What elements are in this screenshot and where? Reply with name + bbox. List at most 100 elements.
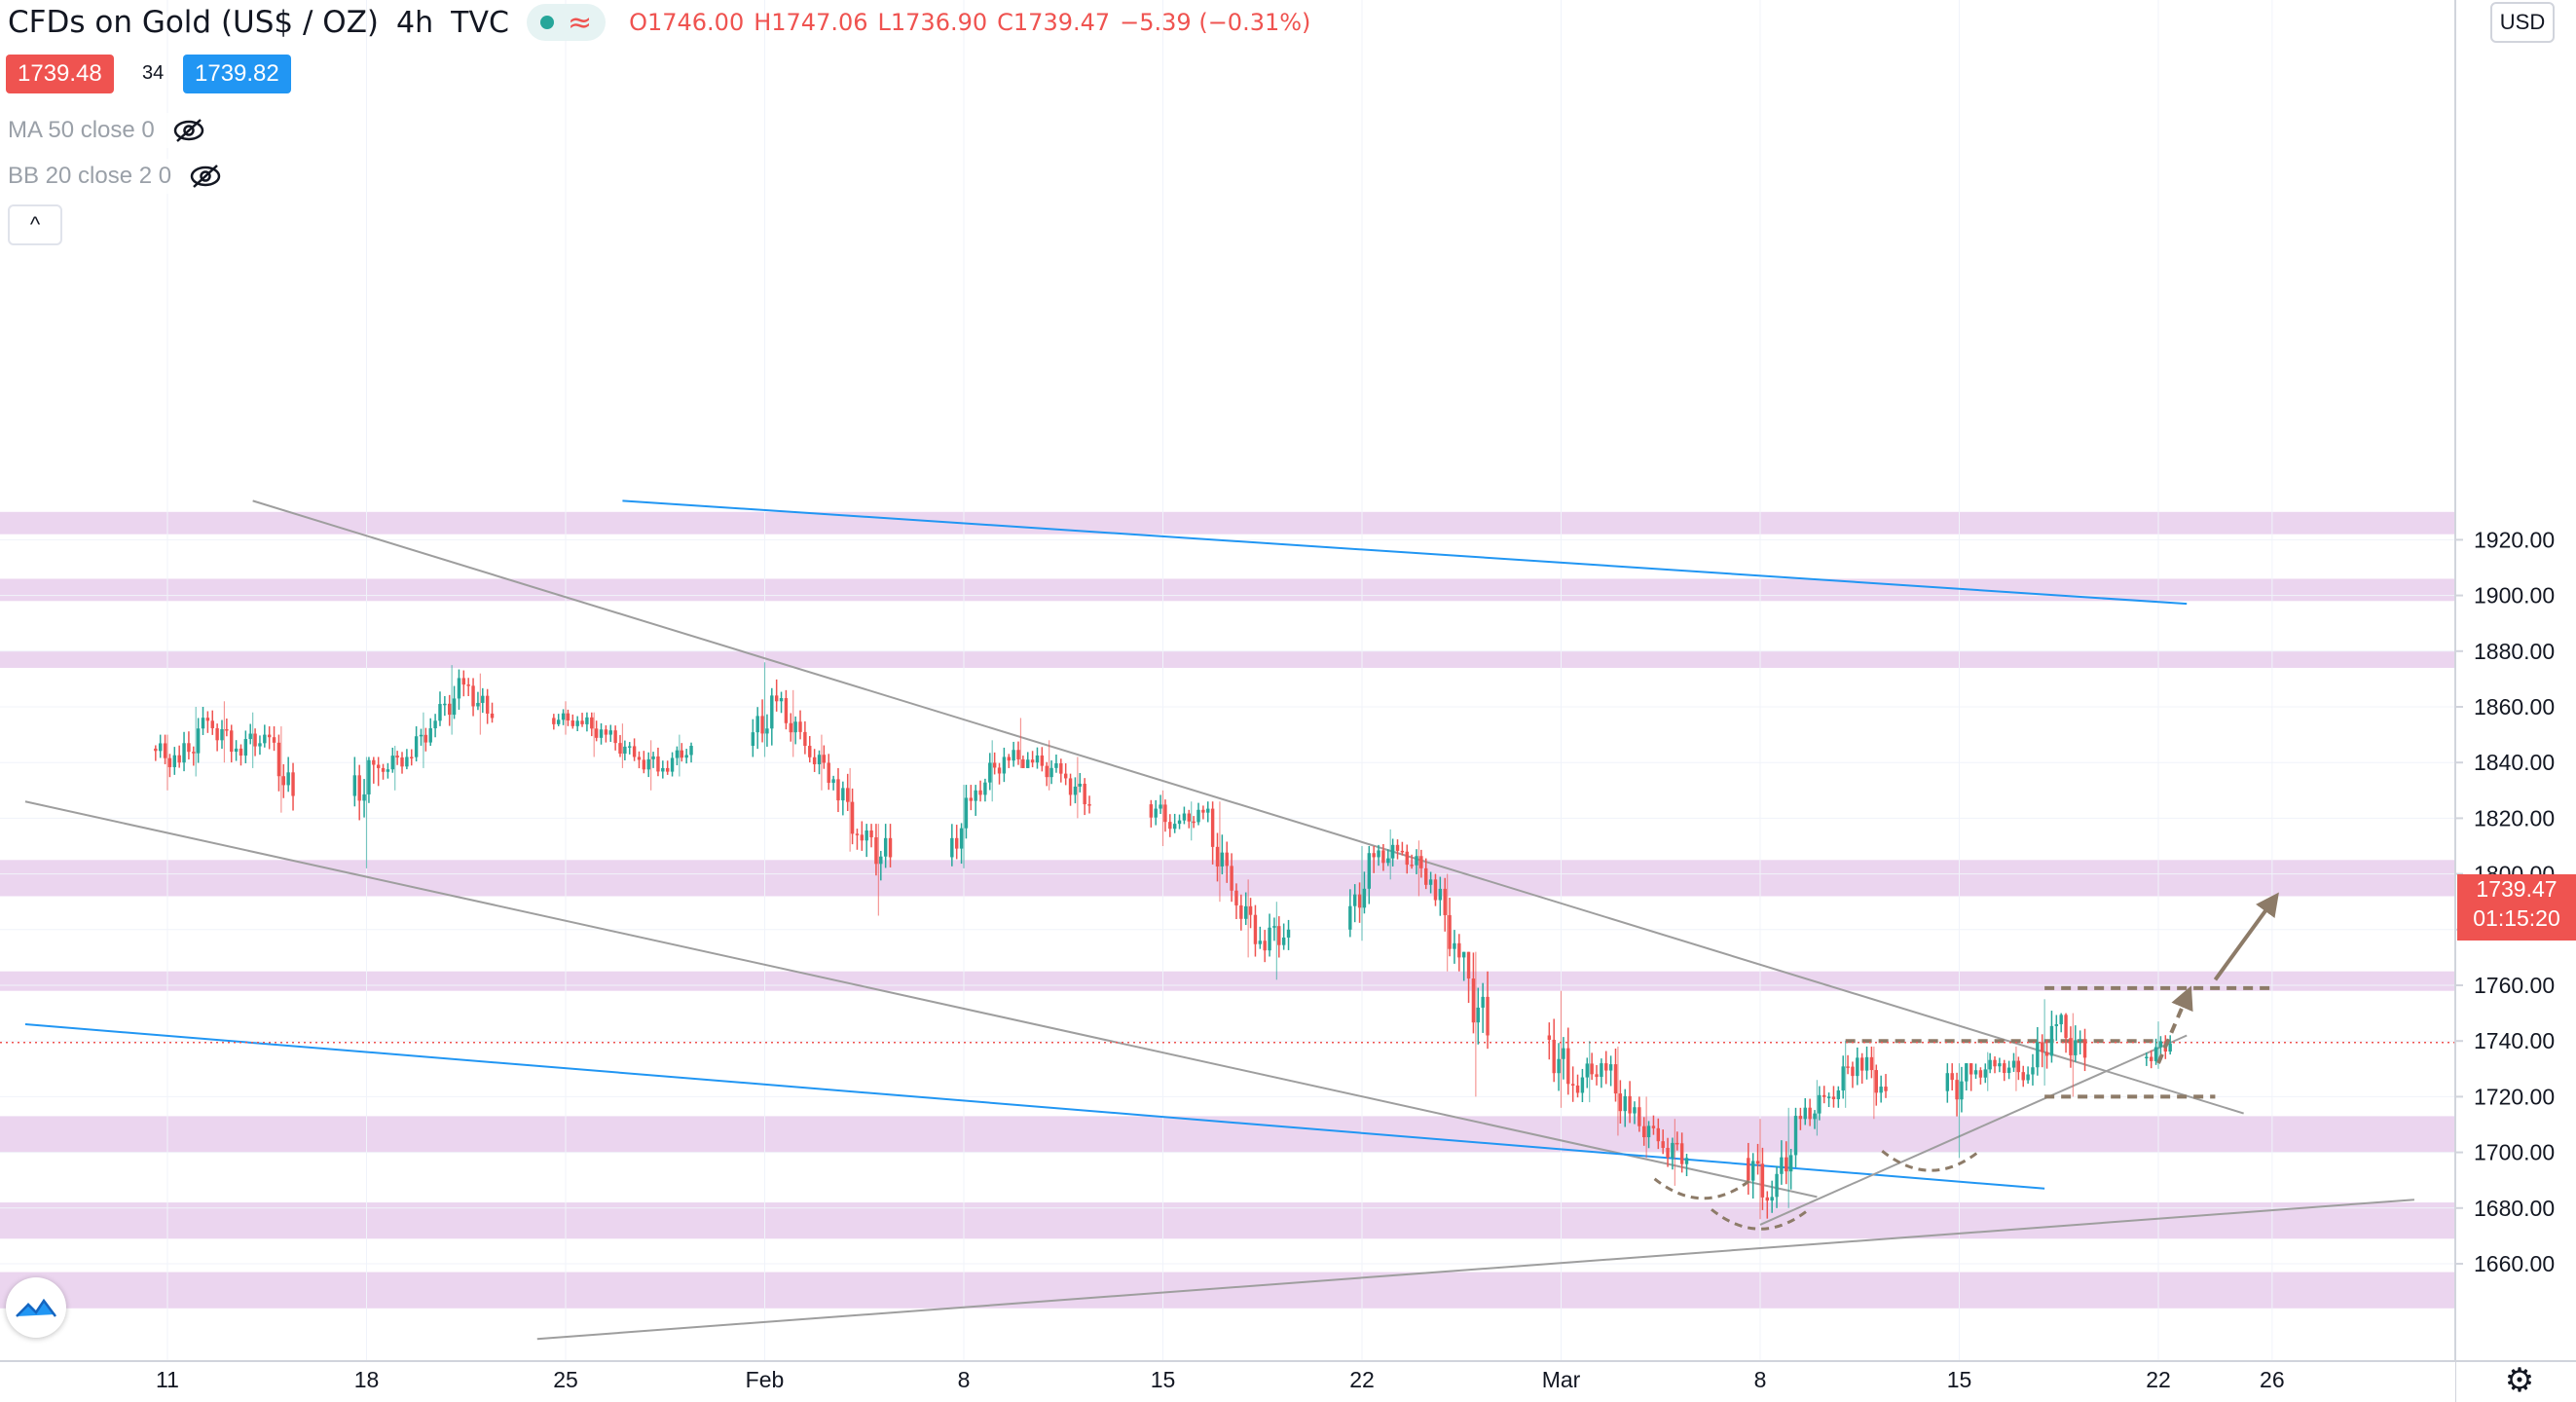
buy-price-button[interactable]: 1739.82 bbox=[183, 55, 291, 93]
last-price-label: 1739.47 01:15:20 bbox=[2457, 874, 2576, 941]
candle-body bbox=[590, 717, 594, 729]
candle-body bbox=[1078, 783, 1082, 787]
candle-body bbox=[1874, 1070, 1878, 1093]
candle-body bbox=[1187, 813, 1191, 822]
candle-body bbox=[1613, 1064, 1618, 1094]
candle-body bbox=[2026, 1074, 2030, 1081]
candle-body bbox=[1656, 1127, 1661, 1142]
candle-body bbox=[2036, 1042, 2040, 1068]
candle-body bbox=[1770, 1197, 1774, 1201]
candle-body bbox=[225, 729, 229, 731]
grid-layer bbox=[0, 0, 2455, 1361]
eye-off-icon[interactable] bbox=[172, 117, 205, 144]
candle-body bbox=[1557, 1058, 1561, 1074]
zone-layer bbox=[0, 511, 2455, 1309]
price-tick-label: 1760.00 bbox=[2474, 973, 2555, 998]
candle-body bbox=[665, 767, 670, 772]
chevron-up-icon: ^ bbox=[29, 212, 41, 237]
resistance-zone bbox=[0, 1272, 2455, 1309]
candle-body bbox=[1286, 929, 1291, 938]
indicator-ma[interactable]: MA 50 close 0 bbox=[0, 113, 219, 148]
candle-body bbox=[2074, 1040, 2078, 1055]
candle-body bbox=[1281, 937, 1286, 945]
price-tick-label: 1880.00 bbox=[2474, 639, 2555, 664]
indicator-bb[interactable]: BB 20 close 2 0 bbox=[0, 159, 237, 194]
candle-body bbox=[248, 733, 252, 740]
collapse-legend-button[interactable]: ^ bbox=[8, 204, 62, 245]
candle-body bbox=[1869, 1056, 1874, 1071]
candle-body bbox=[1220, 852, 1225, 867]
candle-body bbox=[220, 729, 224, 741]
candle-body bbox=[798, 721, 802, 732]
candle-body bbox=[2031, 1067, 2035, 1075]
candle-body bbox=[1595, 1074, 1599, 1078]
candle-body bbox=[1476, 1007, 1480, 1023]
candle-body bbox=[457, 678, 461, 699]
candle-body bbox=[1457, 942, 1461, 958]
trend-line bbox=[1759, 1034, 2188, 1226]
interval-label[interactable]: 4h bbox=[396, 5, 434, 40]
candle-body bbox=[1562, 1048, 1565, 1059]
resistance-zone bbox=[0, 650, 2455, 668]
candle-body bbox=[1983, 1069, 1987, 1078]
candle-body bbox=[400, 757, 404, 767]
candle-body bbox=[618, 743, 622, 755]
candle-body bbox=[978, 790, 982, 795]
candle-body bbox=[1177, 820, 1182, 825]
candle-body bbox=[1428, 879, 1433, 885]
candle-body bbox=[1466, 951, 1471, 979]
candle-body bbox=[192, 752, 196, 754]
candle-body bbox=[1666, 1147, 1670, 1158]
candle-body bbox=[670, 757, 675, 772]
candle-body bbox=[239, 748, 243, 756]
status-pill[interactable]: ≈ bbox=[526, 4, 607, 41]
candle-body bbox=[205, 718, 210, 721]
candle-body bbox=[2044, 1052, 2049, 1056]
candle-body bbox=[997, 767, 1002, 774]
candle-body bbox=[1750, 1161, 1755, 1181]
time-tick-label: 11 bbox=[156, 1367, 179, 1392]
sell-price-button[interactable]: 1739.48 bbox=[6, 55, 114, 93]
candle-body bbox=[1822, 1094, 1826, 1097]
source-label: TVC bbox=[451, 5, 509, 40]
candle-body bbox=[1172, 824, 1177, 830]
currency-button[interactable]: USD bbox=[2490, 2, 2555, 43]
channel-line bbox=[622, 499, 2188, 606]
candle-body bbox=[675, 750, 680, 758]
candle-body bbox=[2078, 1039, 2082, 1042]
candle-body bbox=[1163, 804, 1167, 823]
eye-off-icon[interactable] bbox=[189, 163, 222, 190]
candle-body bbox=[187, 743, 191, 753]
candle-body bbox=[234, 748, 239, 753]
candle-body bbox=[1760, 1163, 1765, 1198]
candle-body bbox=[1035, 755, 1040, 763]
candle-body bbox=[959, 828, 964, 849]
candle-body bbox=[1415, 856, 1418, 866]
candle-body bbox=[372, 759, 376, 765]
candle-body bbox=[1348, 905, 1352, 930]
candle-body bbox=[1154, 808, 1158, 818]
candle-body bbox=[196, 728, 201, 754]
tradingview-logo[interactable] bbox=[6, 1277, 66, 1338]
candle-body bbox=[1230, 866, 1233, 891]
candle-body bbox=[1747, 1158, 1750, 1181]
candle-body bbox=[1073, 786, 1078, 795]
candle-body bbox=[2003, 1063, 2006, 1074]
candle-body bbox=[2069, 1038, 2073, 1055]
candle-body bbox=[281, 776, 285, 786]
candle-body bbox=[883, 837, 888, 857]
candle-body bbox=[461, 678, 466, 685]
candle-body bbox=[950, 837, 954, 858]
candle-body bbox=[1068, 778, 1073, 795]
symbol-title[interactable]: CFDs on Gold (US$ / OZ) bbox=[8, 5, 380, 40]
candle-body bbox=[561, 713, 566, 720]
candle-body bbox=[263, 734, 267, 744]
gear-icon[interactable]: ⚙ bbox=[2504, 1362, 2535, 1399]
candle-body bbox=[1633, 1107, 1637, 1114]
candle-body bbox=[637, 756, 642, 760]
candle-body bbox=[1600, 1063, 1603, 1078]
candle-body bbox=[367, 759, 371, 794]
candle-body bbox=[433, 720, 437, 729]
candle-body bbox=[466, 684, 470, 686]
